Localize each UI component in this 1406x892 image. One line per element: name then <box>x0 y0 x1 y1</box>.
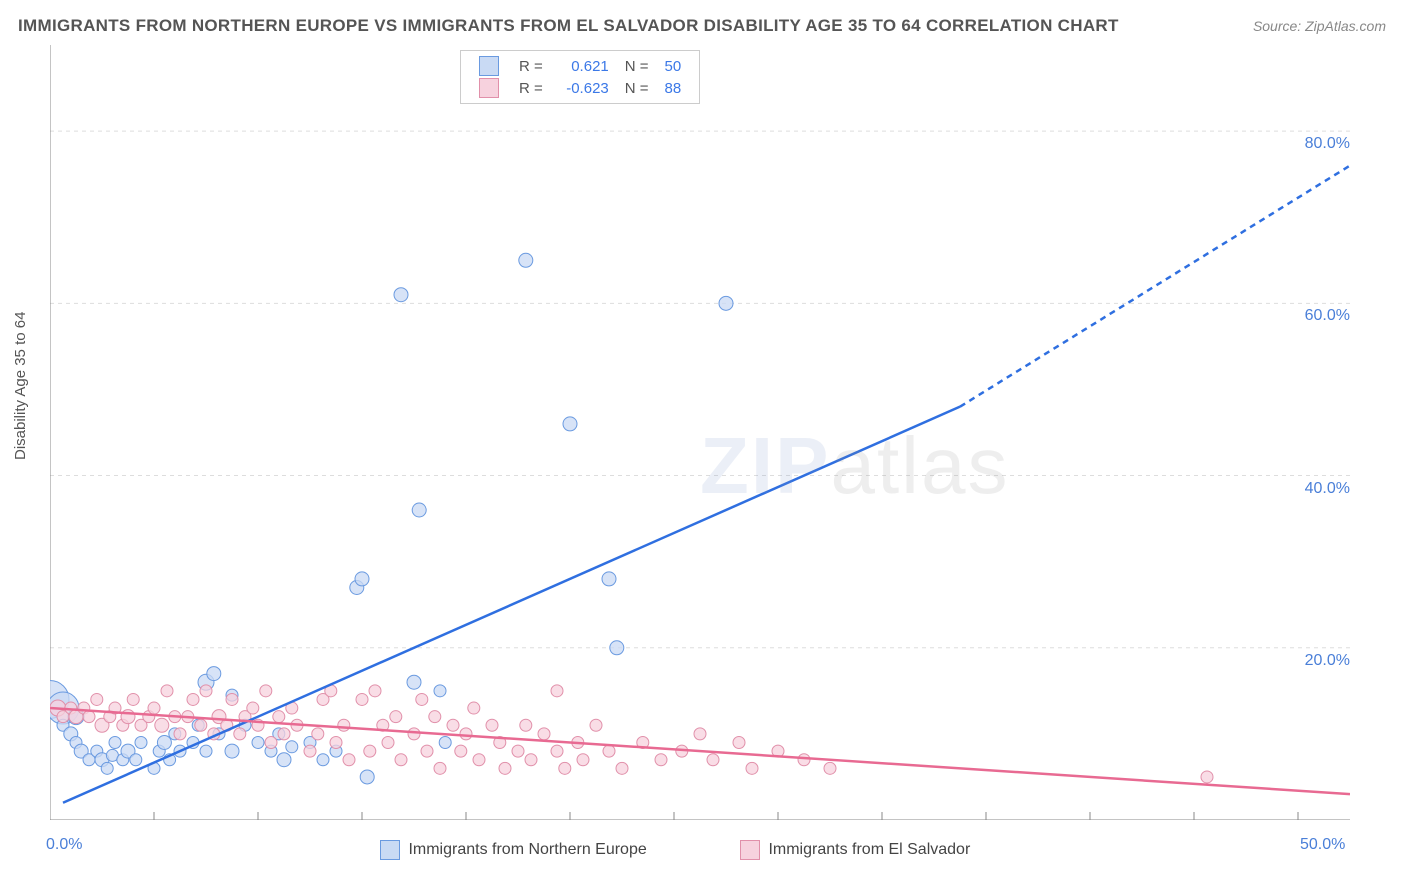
y-axis-label: Disability Age 35 to 64 <box>12 312 29 460</box>
x-axis-min-label: 0.0% <box>46 836 82 854</box>
legend-stats-box: R = 0.621 N = 50 R = -0.623 N = 88 <box>460 50 700 104</box>
x-axis-max-label: 50.0% <box>1300 836 1345 854</box>
correlation-chart <box>50 45 1350 820</box>
chart-title: IMMIGRANTS FROM NORTHERN EUROPE VS IMMIG… <box>18 16 1119 36</box>
source-label: Source: ZipAtlas.com <box>1253 18 1386 34</box>
